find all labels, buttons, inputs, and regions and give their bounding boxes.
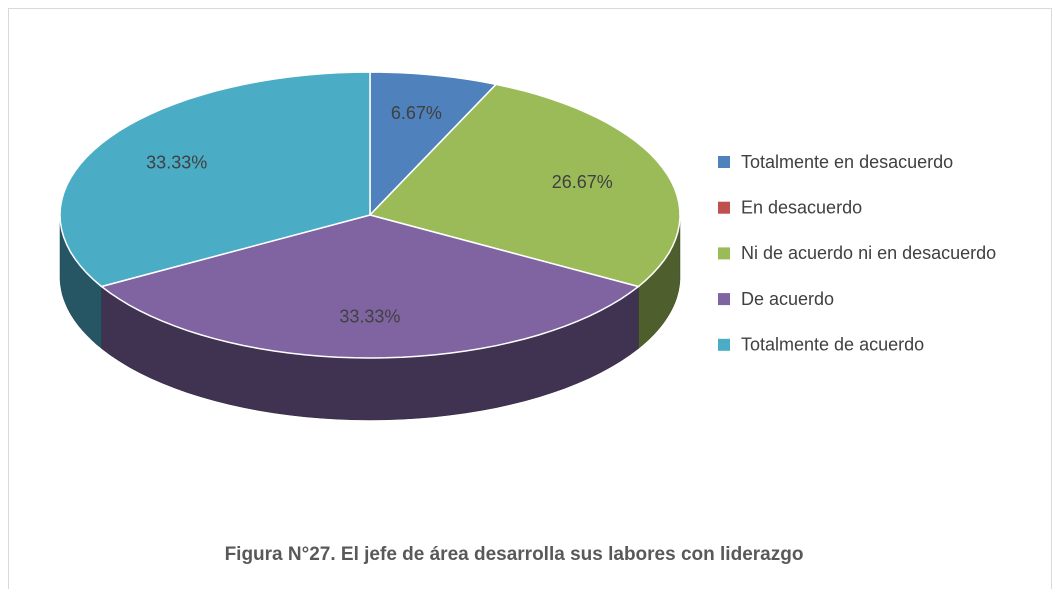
legend-swatch <box>718 201 730 214</box>
legend-label: Ni de acuerdo ni en desacuerdo <box>741 243 996 263</box>
legend-swatch <box>718 293 730 306</box>
data-label: 6.67% <box>391 103 442 123</box>
legend-swatch <box>718 338 730 351</box>
chart-title: Figura N°27. El jefe de área desarrolla … <box>225 544 804 565</box>
data-label: 33.33% <box>339 307 400 327</box>
legend-swatch <box>718 247 730 260</box>
legend-label: De acuerdo <box>741 289 834 309</box>
data-label: 26.67% <box>552 172 613 192</box>
data-label: 33.33% <box>146 152 207 172</box>
pie-tops <box>59 71 681 359</box>
legend-label: En desacuerdo <box>741 197 862 217</box>
pie-slice <box>369 71 498 217</box>
pie-slice <box>59 71 371 288</box>
legend-label: Totalmente en desacuerdo <box>741 152 953 172</box>
chart-border <box>8 8 1052 589</box>
legend-label: Totalmente de acuerdo <box>741 335 924 355</box>
legend-swatch <box>718 156 730 168</box>
pie-slice <box>99 214 641 359</box>
pie-slice <box>368 83 681 288</box>
